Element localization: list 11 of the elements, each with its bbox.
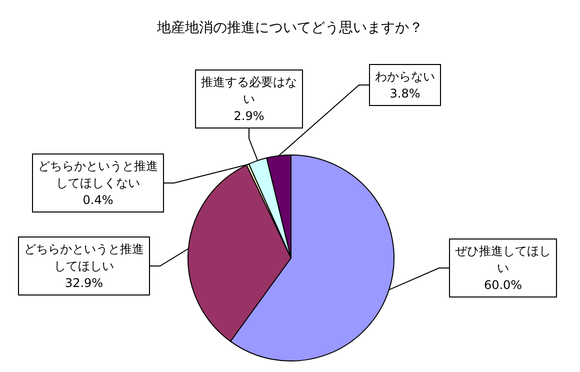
slice-label: どちらかというと推進してほしい <box>24 242 144 273</box>
data-label: 0.4% <box>82 193 114 207</box>
slice-label: ぜひ推進してほしい <box>455 244 551 275</box>
slice-label: わからない <box>375 70 435 84</box>
data-label: 60.0% <box>484 278 522 292</box>
chart-title: 地産地消の推進についてどう思いますか？ <box>156 20 423 36</box>
slice-label: 推進する必要はない <box>201 75 297 106</box>
data-label: 2.9% <box>234 109 264 123</box>
data-label: 32.9% <box>64 276 104 290</box>
data-label: 3.8% <box>390 86 420 100</box>
slice-label: どちらかというと推進してほしくない <box>38 159 158 190</box>
